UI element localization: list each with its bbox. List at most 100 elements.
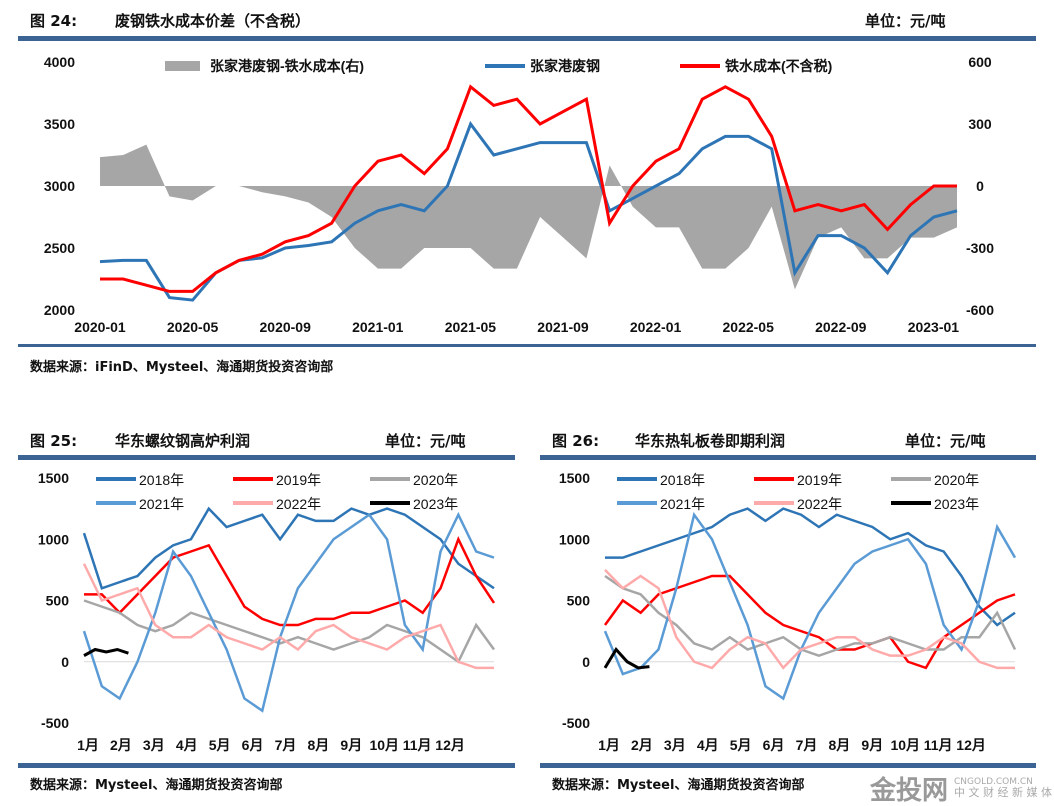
fig26-x-tick-label: 8月 <box>829 737 851 753</box>
fig26-series-2019年 <box>603 574 1016 670</box>
fig26-x-tick-label: 1月 <box>598 737 620 753</box>
fig26-x-tick-label: 3月 <box>664 737 686 753</box>
fig26-x-tick-label: 2月 <box>631 737 653 753</box>
fig26-legend-label: 2022年 <box>797 496 842 512</box>
fig26-series-2023年 <box>603 646 650 670</box>
fig26-x-tick-label: 11月 <box>924 737 953 753</box>
fig26-title: 华东热轧板卷即期利润 <box>635 432 786 450</box>
fig25-x-tick-label: 2月 <box>110 737 132 753</box>
legend-label: 铁水成本(不含税) <box>725 58 832 74</box>
fig25-x-tick-label: 5月 <box>209 737 231 753</box>
fig24-source: 数据来源：iFinD、Mysteel、海通期货投资咨询部 <box>30 360 334 375</box>
y2-tick-label: -600 <box>966 302 994 318</box>
fig25-legend-label: 2023年 <box>413 496 458 512</box>
fig26-source: 数据来源：Mysteel、海通期货投资咨询部 <box>552 778 805 793</box>
y2-tick-label: -300 <box>966 240 994 256</box>
fig26-x-tick-label: 5月 <box>730 737 752 753</box>
fig25-source: 数据来源：Mysteel、海通期货投资咨询部 <box>30 778 283 793</box>
fig25-x-tick-label: 4月 <box>176 737 198 753</box>
watermark-text: CNGOLD.COM.CN 中 文 财 经 新 媒 体 <box>954 777 1052 800</box>
watermark-tagline: 中 文 财 经 新 媒 体 <box>954 786 1052 800</box>
fig26-y-tick-label: 0 <box>582 654 590 670</box>
fig25-y-tick-label: 1500 <box>38 470 69 486</box>
fig25-title: 华东螺纹钢高炉利润 <box>115 432 251 450</box>
fig26-number: 图 26: <box>552 432 600 450</box>
fig25-legend-label: 2022年 <box>276 496 321 512</box>
fig25-x-tick-label: 12月 <box>435 737 465 753</box>
legend-label: 张家港废钢-铁水成本(右) <box>210 58 364 74</box>
fig26-series-2022年 <box>604 569 1015 670</box>
fig26-x-tick-label: 4月 <box>697 737 719 753</box>
fig25-x-tick-label: 7月 <box>275 737 297 753</box>
series-line-hot-metal-cost <box>100 84 957 293</box>
fig25-x-tick-label: 10月 <box>369 737 399 753</box>
fig25-y-tick-label: 500 <box>46 593 70 609</box>
fig26-legend-label: 2021年 <box>660 496 705 512</box>
fig25-number: 图 25: <box>30 432 78 450</box>
fig25-series-2023年 <box>83 647 129 657</box>
fig25-series-2022年 <box>82 563 494 670</box>
fig26-top-rule <box>540 455 1036 460</box>
fig25-top-rule <box>18 455 515 460</box>
fig25-x-tick-label: 3月 <box>143 737 165 753</box>
fig25-x-tick-label: 11月 <box>403 737 432 753</box>
fig26-legend-label: 2020年 <box>934 472 979 488</box>
fig26-x-tick-label: 9月 <box>861 737 883 753</box>
x-tick-label: 2023-01 <box>908 319 960 335</box>
y-tick-label: 2000 <box>44 302 75 318</box>
fig25-x-tick-label: 1月 <box>77 737 99 753</box>
fig26-legend-label: 2018年 <box>660 472 705 488</box>
fig26-x-tick-label: 12月 <box>956 737 986 753</box>
fig24-top-rule <box>18 36 1036 41</box>
fig25-y-tick-label: -500 <box>41 715 69 731</box>
fig26-x-tick-label: 10月 <box>890 737 920 753</box>
fig25-x-tick-label: 8月 <box>308 737 330 753</box>
fig26-y-tick-label: -500 <box>562 715 590 731</box>
fig26-y-tick-label: 1000 <box>559 531 590 547</box>
fig24-number: 图 24: <box>30 12 78 30</box>
y-tick-label: 2500 <box>44 240 75 256</box>
x-tick-label: 2021-05 <box>445 319 497 335</box>
fig25-series-2019年 <box>84 536 496 627</box>
watermark-url: CNGOLD.COM.CN <box>954 777 1033 787</box>
fig26-y-tick-label: 500 <box>567 593 591 609</box>
fig26-series-2018年 <box>605 507 1016 627</box>
fig24-bottom-rule <box>18 344 1036 347</box>
y2-tick-label: 600 <box>968 54 992 70</box>
fig25-y-tick-label: 1000 <box>38 531 69 547</box>
fig26-x-tick-label: 6月 <box>763 737 785 753</box>
x-tick-label: 2021-09 <box>537 319 589 335</box>
fig26-unit: 单位：元/吨 <box>905 432 986 450</box>
fig25-unit: 单位：元/吨 <box>385 432 466 450</box>
fig25-legend-label: 2021年 <box>139 496 184 512</box>
fig26-x-tick-label: 7月 <box>796 737 818 753</box>
fig26-y-tick-label: 1500 <box>559 470 590 486</box>
watermark-logo: 金投网 <box>870 776 949 806</box>
fig25-legend-label: 2020年 <box>413 472 458 488</box>
fig25-y-tick-label: 0 <box>61 654 69 670</box>
fig25-x-tick-label: 9月 <box>340 737 362 753</box>
x-tick-label: 2022-09 <box>815 319 867 335</box>
y-tick-label: 3500 <box>44 116 75 132</box>
fig25-x-tick-label: 6月 <box>242 737 264 753</box>
fig26-series-2021年 <box>603 511 1017 701</box>
legend-swatch <box>165 61 200 71</box>
x-tick-label: 2020-01 <box>74 319 126 335</box>
fig25-legend-label: 2018年 <box>139 472 184 488</box>
x-tick-label: 2020-09 <box>260 319 312 335</box>
x-tick-label: 2021-01 <box>352 319 404 335</box>
fig24-unit: 单位：元/吨 <box>865 12 946 30</box>
fig25-series-2021年 <box>82 511 495 713</box>
legend-label: 张家港废钢 <box>530 58 600 74</box>
y-tick-label: 4000 <box>44 54 75 70</box>
fig25-legend-label: 2019年 <box>276 472 321 488</box>
fig26-legend-label: 2023年 <box>934 496 979 512</box>
y2-tick-label: 0 <box>976 178 984 194</box>
x-tick-label: 2022-01 <box>630 319 682 335</box>
x-tick-label: 2022-05 <box>723 319 775 335</box>
x-tick-label: 2020-05 <box>167 319 219 335</box>
y-tick-label: 3000 <box>44 178 75 194</box>
fig25-series-2018年 <box>82 506 495 590</box>
series-area-scrap-minus-hot-metal <box>100 144 957 290</box>
